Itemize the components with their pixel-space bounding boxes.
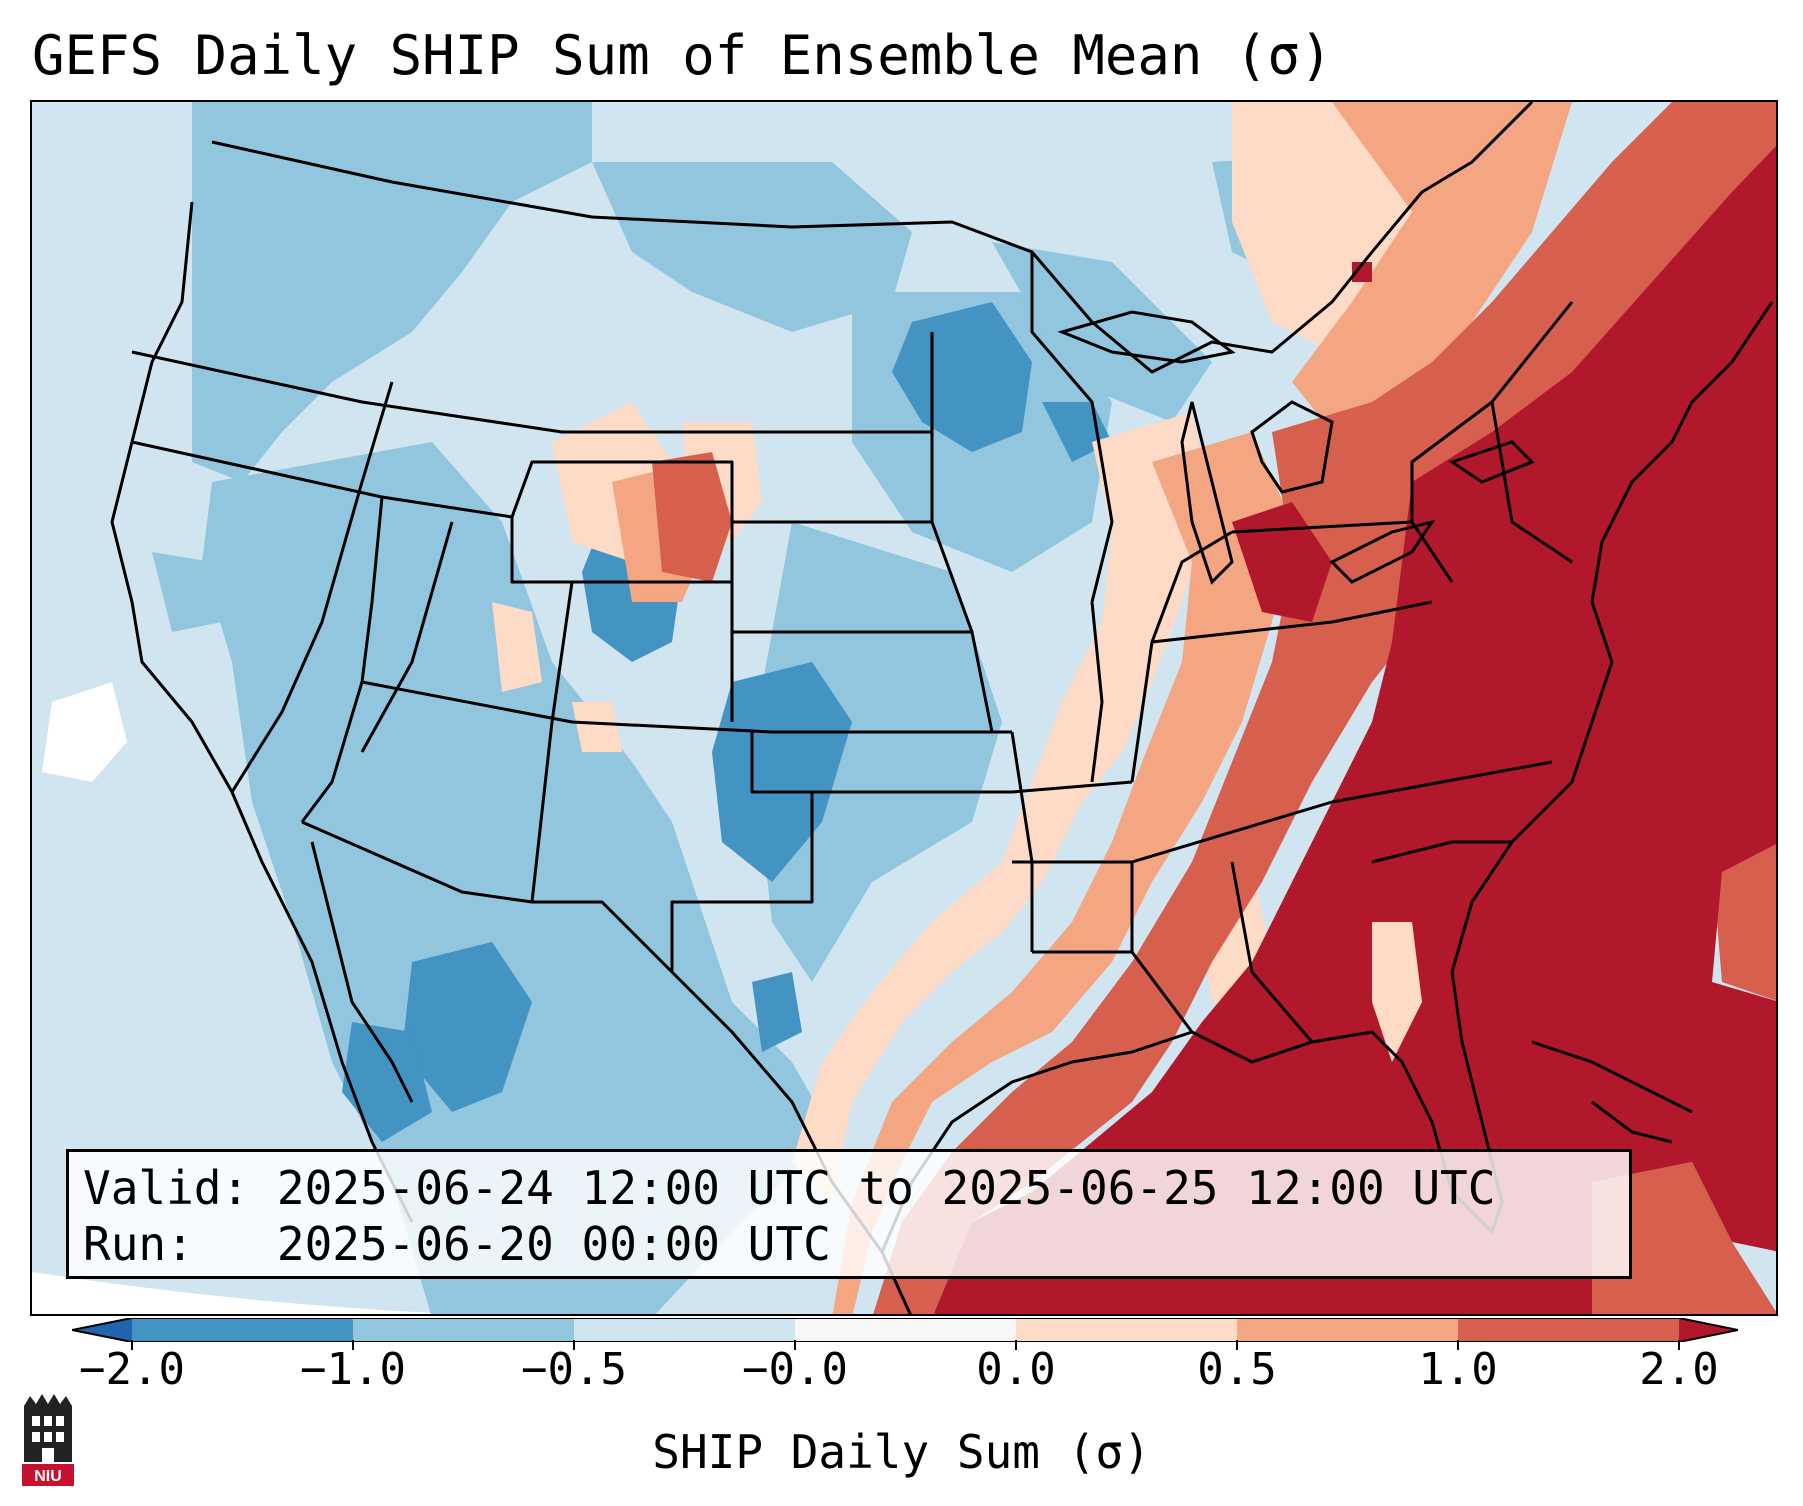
- colorbar-segment: [1458, 1318, 1679, 1342]
- valid-label: Valid:: [83, 1161, 250, 1215]
- colorbar-segment: [795, 1318, 1016, 1342]
- colorbar-tick-label: −0.0: [742, 1344, 848, 1395]
- colorbar-tick-label: −0.5: [521, 1344, 627, 1395]
- anomaly-map: [30, 100, 1778, 1316]
- colorbar-segment: [132, 1318, 353, 1342]
- colorbar: [72, 1318, 1738, 1342]
- valid-run-infobox: Valid: 2025-06-24 12:00 UTC to 2025-06-2…: [66, 1149, 1632, 1279]
- colorbar-tick-label: 1.0: [1418, 1344, 1498, 1395]
- colorbar-tick-mark: [1678, 1340, 1680, 1350]
- missing-data-patch: [42, 682, 127, 782]
- colorbar-tick-mark: [1236, 1340, 1238, 1350]
- colorbar-tick-mark: [1457, 1340, 1459, 1350]
- colorbar-tick-label: 0.5: [1197, 1344, 1277, 1395]
- caribbean-islands: [1531, 1040, 1693, 1144]
- colorbar-segment: [353, 1318, 574, 1342]
- colorbar-ticks: −2.0 −1.0 −0.5 −0.0 0.0 0.5 1.0 2.0: [0, 1340, 1803, 1404]
- valid-value: 2025-06-24 12:00 UTC to 2025-06-25 12:00…: [276, 1161, 1496, 1215]
- colorbar-tick-mark: [794, 1340, 796, 1350]
- colorbar-segment: [1237, 1318, 1458, 1342]
- out-of-domain-area: [32, 1272, 456, 1314]
- map-canvas: [32, 102, 1776, 1314]
- svg-text:NIU: NIU: [34, 1468, 62, 1485]
- colorbar-tick-label: 2.0: [1639, 1344, 1719, 1395]
- colorbar-tick-mark: [131, 1340, 133, 1350]
- niu-logo: NIU: [22, 1394, 74, 1486]
- run-label: Run:: [83, 1217, 194, 1271]
- map-title: GEFS Daily SHIP Sum of Ensemble Mean (σ): [32, 24, 1333, 87]
- colorbar-tick-label: 0.0: [976, 1344, 1056, 1395]
- colorbar-tick-label: −2.0: [79, 1344, 185, 1395]
- colorbar-tick-label: −1.0: [300, 1344, 406, 1395]
- great-lakes: [1057, 310, 1535, 585]
- colorbar-tick-mark: [573, 1340, 575, 1350]
- colorbar-min-extend: [72, 1318, 132, 1342]
- florida-light-spot: [1372, 922, 1422, 1062]
- colorbar-segment: [1016, 1318, 1237, 1342]
- colorbar-max-extend: [1679, 1318, 1738, 1342]
- colorbar-tick-mark: [1015, 1340, 1017, 1350]
- colorbar-segment: [574, 1318, 795, 1342]
- run-row: Run: 2025-06-20 00:00 UTC: [83, 1216, 1615, 1272]
- colorbar-label: SHIP Daily Sum (σ): [652, 1425, 1151, 1479]
- valid-row: Valid: 2025-06-24 12:00 UTC to 2025-06-2…: [83, 1160, 1615, 1216]
- run-value: 2025-06-20 00:00 UTC: [276, 1217, 831, 1271]
- colorbar-tick-mark: [352, 1340, 354, 1350]
